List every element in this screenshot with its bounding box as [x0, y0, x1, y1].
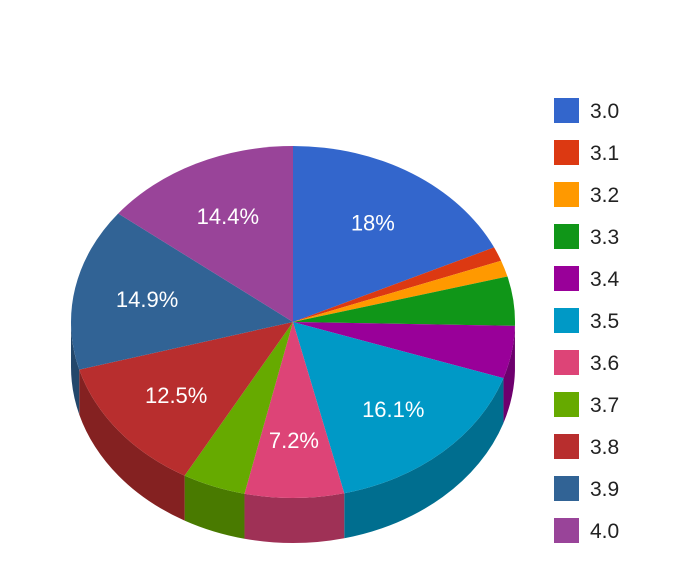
slice-label-3-0: 18% [351, 211, 395, 236]
legend-swatch-3-2 [554, 182, 579, 207]
slice-label-4-0: 14.4% [197, 204, 259, 229]
pie-slice-3-6[interactable] [244, 322, 345, 498]
legend-label-3-1: 3.1 [590, 142, 619, 165]
pie-slice-3-4[interactable] [293, 322, 515, 379]
legend-swatch-3-0 [554, 98, 579, 123]
legend-label-3-3: 3.3 [590, 226, 619, 249]
slice-label-3-5: 16.1% [362, 397, 424, 422]
pie-slice-labels: 18% 16.1% 7.2% 12.5% 14.9% 14.4% [116, 204, 425, 453]
pie-slice-3-9[interactable] [70, 213, 293, 370]
legend-label-4-0: 4.0 [590, 520, 619, 543]
slice-label-3-8: 12.5% [145, 383, 207, 408]
legend-swatch-3-8 [554, 434, 579, 459]
legend-swatch-3-3 [554, 224, 579, 249]
legend-swatch-3-9 [554, 476, 579, 501]
pie-side-3-8 [79, 369, 185, 521]
pie-slice-3-2[interactable] [293, 260, 508, 322]
legend-label-3-4: 3.4 [590, 268, 620, 291]
pie-slice-3-5[interactable] [293, 322, 504, 494]
legend-label-3-9: 3.9 [590, 478, 619, 501]
pie-slice-3-3[interactable] [293, 276, 515, 326]
legend-swatch-3-4 [554, 266, 579, 291]
legend-swatch-3-7 [554, 392, 579, 417]
legend-label-3-2: 3.2 [590, 184, 619, 207]
legend-swatch-3-6 [554, 350, 579, 375]
legend-label-3-7: 3.7 [590, 394, 619, 417]
legend-label-3-5: 3.5 [590, 310, 619, 333]
pie-side-3-5 [344, 378, 504, 539]
slice-label-3-6: 7.2% [269, 428, 319, 453]
pie-slices [70, 146, 515, 498]
pie-slice-3-0[interactable] [293, 146, 495, 322]
slice-label-3-9: 14.9% [116, 287, 178, 312]
legend: 3.0 3.1 3.2 3.3 3.4 3.5 3.6 3.7 3.8 3.9 4.0 [554, 98, 620, 543]
pie-slice-3-1[interactable] [293, 247, 502, 322]
legend-label-3-8: 3.8 [590, 436, 619, 459]
legend-label-3-0: 3.0 [590, 100, 619, 123]
pie-3d-sides [71, 322, 515, 543]
pie-side-3-9 [71, 322, 80, 415]
legend-swatch-3-1 [554, 140, 579, 165]
pie-slice-4-0[interactable] [118, 146, 293, 322]
pie-side-3-4 [503, 325, 515, 424]
pie-slice-3-7[interactable] [184, 322, 293, 494]
legend-swatch-4-0 [554, 518, 579, 543]
pie-side-3-7 [184, 475, 245, 539]
legend-swatch-3-5 [554, 308, 579, 333]
pie-side-3-6 [244, 493, 345, 543]
legend-label-3-6: 3.6 [590, 352, 619, 375]
pie-slice-3-8[interactable] [79, 322, 293, 476]
